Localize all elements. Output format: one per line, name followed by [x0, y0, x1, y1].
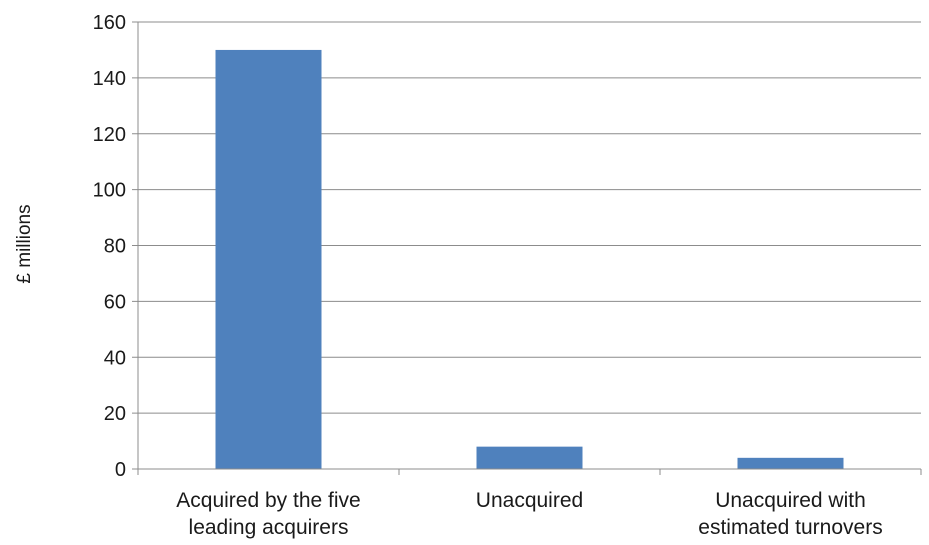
y-tick-label: 100 [93, 180, 126, 202]
y-tick-labels: 0 20 40 60 80 100 120 140 160 [93, 12, 126, 481]
y-axis-title: £ millions [14, 204, 35, 283]
y-tick-label: 120 [93, 124, 126, 146]
x-category-label: Acquired by the five leading acquirers [176, 489, 360, 539]
bar [476, 446, 583, 469]
bar [737, 457, 844, 469]
bars [215, 49, 844, 469]
y-tick-label: 160 [93, 12, 126, 34]
x-category-label-line: Unacquired with [715, 489, 866, 512]
y-tick-label: 140 [93, 68, 126, 90]
x-category-label-line: Acquired by the five [176, 489, 360, 512]
y-tick-label: 60 [104, 291, 126, 313]
x-category-label-line: estimated turnovers [698, 516, 882, 539]
x-category-label: Unacquired [476, 489, 583, 512]
x-category-label-line: leading acquirers [189, 516, 349, 539]
bar [215, 49, 322, 469]
x-category-label-line: Unacquired [476, 489, 583, 512]
y-tick-label: 80 [104, 236, 126, 258]
x-category-label: Unacquired with estimated turnovers [698, 489, 882, 539]
x-category-labels: Acquired by the five leading acquirers Una… [176, 489, 882, 539]
y-tick-label: 20 [104, 403, 126, 425]
y-tick-label: 40 [104, 347, 126, 369]
y-tick-label: 0 [115, 459, 126, 481]
axes [132, 21, 922, 475]
